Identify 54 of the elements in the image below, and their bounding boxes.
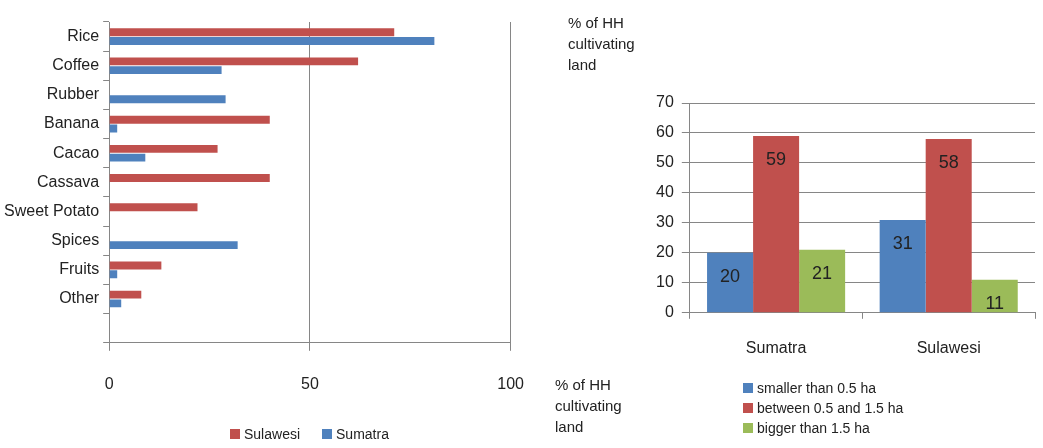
- y-tick-label: 20: [656, 243, 674, 261]
- y-tick-label: Cassava: [36, 172, 100, 190]
- bar: [109, 57, 359, 66]
- y-tick-label: Other: [59, 289, 100, 307]
- data-label: 21: [812, 262, 833, 283]
- bar: [109, 95, 226, 104]
- bar: [879, 219, 926, 313]
- bar: [799, 249, 846, 313]
- y-tick-label: Coffee: [52, 56, 100, 74]
- legend-label: Sumatra: [336, 426, 389, 442]
- y-axis-title: % of HH cultivating land: [568, 13, 636, 75]
- bar: [109, 270, 118, 279]
- data-label: 58: [938, 151, 959, 172]
- bar: [109, 66, 222, 75]
- bar: [109, 299, 122, 308]
- bar: [925, 138, 972, 313]
- y-tick-label: 40: [656, 183, 674, 201]
- legend-label: between 0.5 and 1.5 ha: [757, 400, 904, 416]
- bar: [109, 153, 146, 162]
- data-label: 20: [720, 265, 741, 286]
- legend-label: bigger than 1.5 ha: [757, 420, 870, 436]
- legend-label: smaller than 0.5 ha: [757, 380, 877, 396]
- bar: [971, 279, 1018, 313]
- data-label: 31: [892, 232, 913, 253]
- bar: [109, 115, 270, 124]
- bar: [109, 174, 270, 182]
- y-tick-label: Rubber: [46, 85, 100, 103]
- y-tick-label: Fruits: [59, 260, 100, 278]
- x-tick-label: 100: [497, 374, 525, 392]
- bar: [109, 144, 218, 153]
- y-tick-label: 60: [656, 123, 674, 141]
- x-tick-label: 50: [301, 374, 319, 392]
- bar: [109, 290, 142, 299]
- y-tick-label: 0: [664, 303, 674, 321]
- y-tick-label: Banana: [44, 114, 100, 132]
- y-tick-label: 70: [656, 93, 674, 111]
- bar: [109, 203, 198, 212]
- x-axis-title: % of HH cultivating land: [555, 375, 623, 437]
- data-label: 11: [985, 292, 1005, 313]
- bar: [753, 135, 800, 313]
- data-label: 59: [766, 148, 787, 169]
- legend-label: Sulawesi: [244, 426, 301, 442]
- y-tick-label: 10: [656, 273, 674, 291]
- bar: [109, 37, 435, 45]
- y-tick-label: Cacao: [52, 143, 100, 161]
- y-tick-label: 50: [656, 153, 674, 171]
- bar: [109, 28, 395, 37]
- y-tick-label: 30: [656, 213, 674, 231]
- y-tick-label: Spices: [51, 231, 100, 249]
- bar: [707, 252, 754, 313]
- bar: [109, 241, 238, 250]
- y-tick-label: Sweet Potato: [4, 201, 100, 219]
- x-tick-label: 0: [104, 374, 114, 392]
- y-tick-label: Rice: [67, 26, 100, 44]
